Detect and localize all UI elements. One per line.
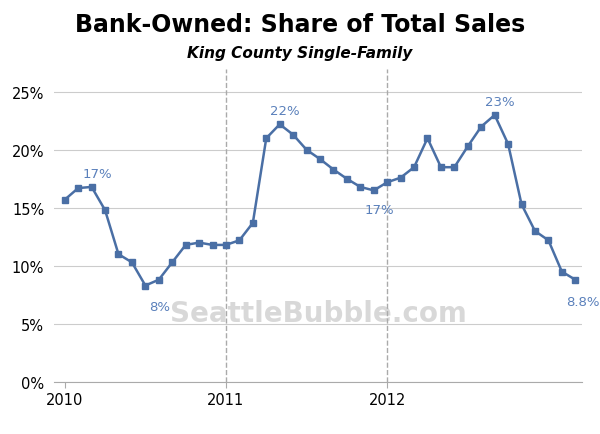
Text: King County Single-Family: King County Single-Family xyxy=(187,46,413,60)
Text: 8.8%: 8.8% xyxy=(566,295,599,308)
Text: SeattleBubble.com: SeattleBubble.com xyxy=(170,299,466,327)
Text: 8%: 8% xyxy=(149,301,170,314)
Text: 22%: 22% xyxy=(271,105,300,118)
Text: 17%: 17% xyxy=(82,168,112,181)
Text: Bank-Owned: Share of Total Sales: Bank-Owned: Share of Total Sales xyxy=(75,13,525,37)
Text: 23%: 23% xyxy=(485,96,515,109)
Text: 17%: 17% xyxy=(364,204,394,217)
